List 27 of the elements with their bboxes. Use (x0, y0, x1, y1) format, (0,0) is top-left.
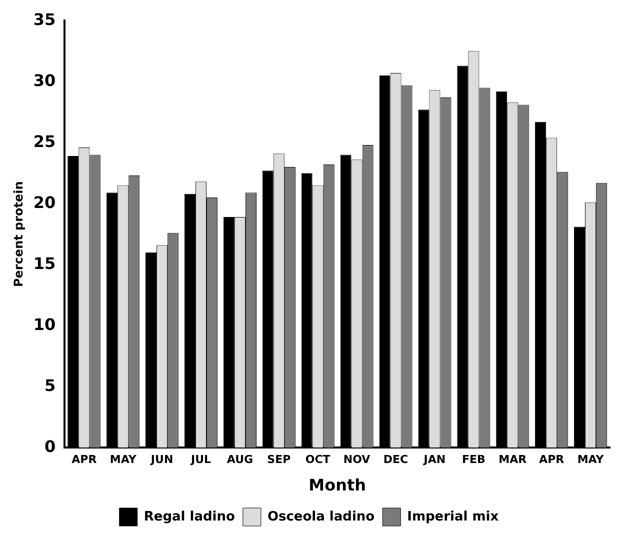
x-tick-label: NOV (343, 453, 371, 466)
x-tick-label: DEC (383, 453, 408, 466)
x-tick-label: JUN (150, 453, 174, 466)
y-tick-label: 15 (33, 254, 56, 273)
y-tick-label: 0 (44, 436, 56, 456)
x-tick-label: APR (72, 453, 98, 466)
x-tick-label: MAY (110, 453, 138, 466)
x-tick-label: SEP (267, 453, 291, 466)
x-tick-label: FEB (462, 453, 486, 466)
x-tick-label: OCT (305, 453, 331, 466)
legend-label: Regal ladino (144, 509, 236, 524)
y-axis-title: Percent protein (11, 181, 26, 288)
y-tick-label: 35 (33, 10, 56, 29)
y-tick-label: 25 (33, 132, 56, 151)
y-tick-label: 10 (33, 314, 56, 334)
y-tick-label: 20 (33, 192, 56, 212)
x-tick-label: MAY (577, 453, 605, 466)
x-axis-title: Month (308, 476, 366, 495)
y-tick-label: 30 (33, 70, 56, 90)
x-tick-label: APR (539, 453, 565, 466)
y-tick-label: 5 (44, 376, 56, 395)
x-tick-label: MAR (498, 453, 528, 466)
x-tick-label: JUL (190, 453, 212, 466)
legend-label: Imperial mix (407, 509, 500, 524)
x-tick-label: AUG (226, 453, 254, 466)
legend-label: Osceola ladino (267, 509, 375, 524)
x-tick-label: JAN (422, 453, 446, 466)
